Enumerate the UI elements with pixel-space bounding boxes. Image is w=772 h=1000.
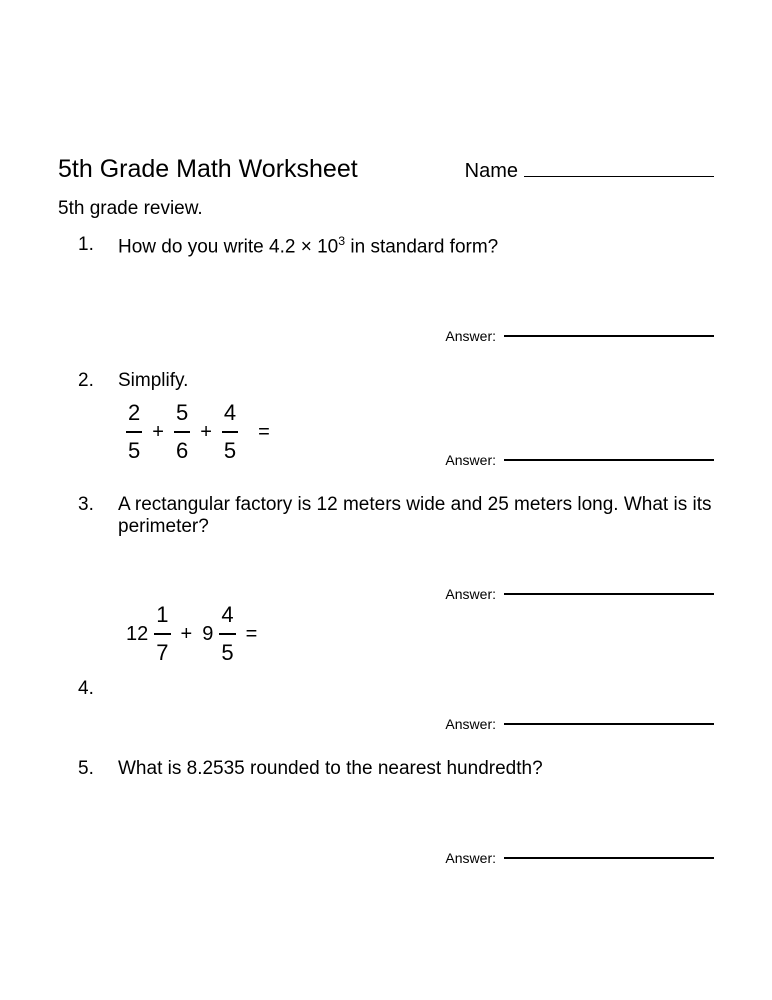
whole-number: 12 (126, 623, 148, 646)
question-body: What is 8.2535 rounded to the nearest hu… (118, 758, 714, 884)
answer-input-line[interactable] (504, 723, 714, 725)
fraction: 4 5 (219, 600, 235, 668)
header: 5th Grade Math Worksheet Name (58, 155, 714, 184)
answer-label: Answer: (445, 452, 496, 468)
operator-plus: + (152, 421, 164, 444)
q4-expression: 12 1 7 + 9 4 5 = (126, 600, 714, 668)
name-field: Name (465, 159, 714, 183)
question-number: 1. (58, 234, 118, 362)
fraction: 5 6 (174, 398, 190, 466)
question-2: 2. Simplify. 2 5 + 5 6 + (58, 370, 714, 486)
answer-block: Answer: (118, 328, 714, 344)
answer-input-line[interactable] (504, 335, 714, 337)
answer-input-line[interactable] (504, 857, 714, 859)
subtitle: 5th grade review. (58, 198, 714, 220)
question-4: 4. 12 1 7 + 9 4 5 = (58, 628, 714, 750)
answer-block: Answer: (118, 452, 714, 468)
q1-text-post: in standard form? (345, 236, 498, 257)
operator-plus: + (181, 623, 193, 646)
q3-text: A rectangular factory is 12 meters wide … (118, 494, 714, 538)
operator-equals: = (246, 623, 258, 646)
page-title: 5th Grade Math Worksheet (58, 155, 358, 184)
worksheet-page: 5th Grade Math Worksheet Name 5th grade … (0, 0, 772, 932)
whole-number: 9 (202, 623, 213, 646)
name-label: Name (465, 160, 518, 183)
question-number: 5. (58, 758, 118, 884)
answer-label: Answer: (445, 850, 496, 866)
q2-text: Simplify. (118, 370, 714, 392)
name-input-line[interactable] (524, 159, 714, 177)
question-number: 3. (58, 494, 118, 620)
question-body: How do you write 4.2 × 103 in standard f… (118, 234, 714, 362)
answer-label: Answer: (445, 328, 496, 344)
question-number: 2. (58, 370, 118, 486)
answer-input-line[interactable] (504, 459, 714, 461)
answer-input-line[interactable] (504, 593, 714, 595)
question-body: Simplify. 2 5 + 5 6 + 4 (118, 370, 714, 486)
q5-text: What is 8.2535 rounded to the nearest hu… (118, 758, 714, 780)
question-body: 12 1 7 + 9 4 5 = (118, 628, 714, 750)
operator-equals: = (258, 421, 270, 444)
answer-label: Answer: (445, 716, 496, 732)
fraction: 1 7 (154, 600, 170, 668)
operator-plus: + (200, 421, 212, 444)
question-5: 5. What is 8.2535 rounded to the nearest… (58, 758, 714, 884)
fraction: 2 5 (126, 398, 142, 466)
answer-block: Answer: (118, 716, 714, 732)
question-list: 1. How do you write 4.2 × 103 in standar… (58, 234, 714, 884)
answer-block: Answer: (118, 850, 714, 866)
question-number: 4. (58, 678, 118, 700)
fraction: 4 5 (222, 398, 238, 466)
question-1: 1. How do you write 4.2 × 103 in standar… (58, 234, 714, 362)
q1-text-pre: How do you write 4.2 × 10 (118, 236, 338, 257)
